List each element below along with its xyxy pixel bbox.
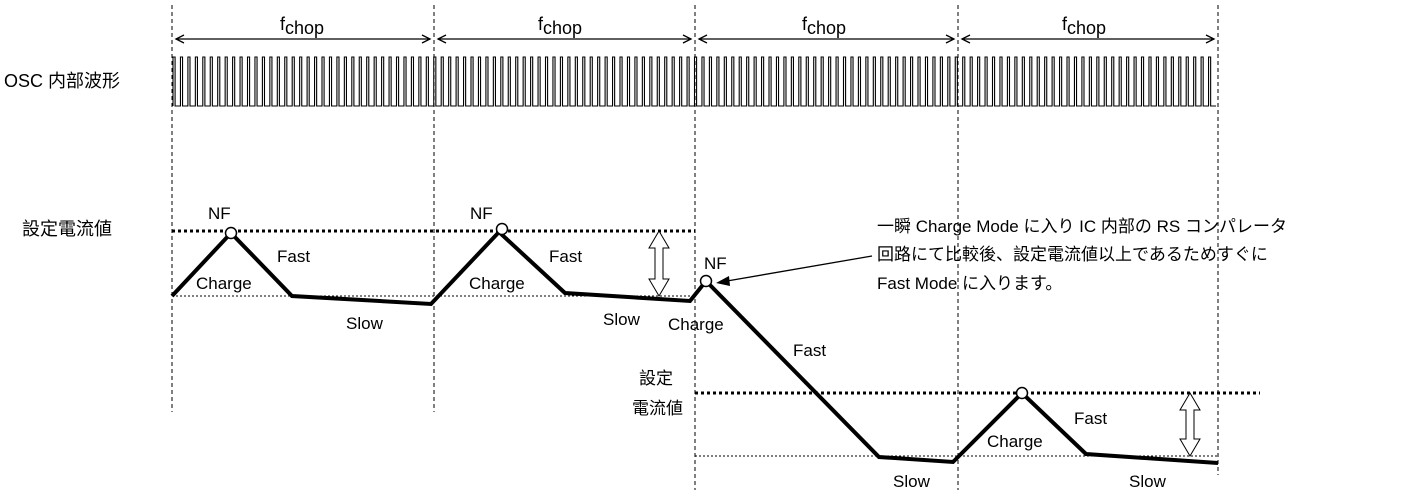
charge-label-3: Charge [668,315,724,334]
note-line-2: 回路にて比較後、設定電流値以上であるためすぐに [877,245,1268,264]
hollow-arrows [648,230,1201,457]
fchop-label-3: fchop [802,14,846,38]
peak-circle-3 [699,274,713,288]
charge-label-4: Charge [987,432,1043,451]
nf-label-3: NF [704,254,727,273]
setting-level-lines [172,229,1260,395]
slow-label-2: Slow [603,310,641,329]
osc-waveform [172,56,1216,107]
fchop-arrows [174,34,1216,44]
note-line-1: 一瞬 Charge Mode に入り IC 内部の RS コンパレータ [877,217,1287,236]
peak-circle-2 [495,222,509,236]
peak-circle-1 [224,226,238,240]
setting-current-label-lower-2: 電流値 [632,399,683,418]
note-pointer-line [726,255,873,282]
fast-label-1: Fast [277,247,310,266]
nf-label-2: NF [470,204,493,223]
peak-markers [224,222,1029,400]
fast-label-2: Fast [549,247,582,266]
double-arrow-upper [648,230,670,297]
fchop-label-2: fchop [538,14,582,38]
setting-current-label-lower-1: 設定 [639,369,673,388]
charge-label-2: Charge [469,274,525,293]
fchop-label-1: fchop [280,14,324,38]
double-arrow-lower [1179,392,1201,457]
charge-label-1: Charge [196,274,252,293]
nf-label-1: NF [208,204,231,223]
peak-circle-4 [1015,386,1029,400]
fast-label-3: Fast [793,341,826,360]
fast-label-4: Fast [1074,409,1107,428]
setting-current-label: 設定電流値 [22,219,112,239]
note-line-3: Fast Mode に入ります。 [877,274,1062,293]
slow-label-1: Slow [346,314,384,333]
osc-label: OSC 内部波形 [4,71,120,91]
fchop-label-4: fchop [1062,14,1106,38]
slow-label-4: Slow [1129,472,1167,491]
slow-label-3: Slow [893,472,931,491]
note-pointer-head [716,276,730,286]
